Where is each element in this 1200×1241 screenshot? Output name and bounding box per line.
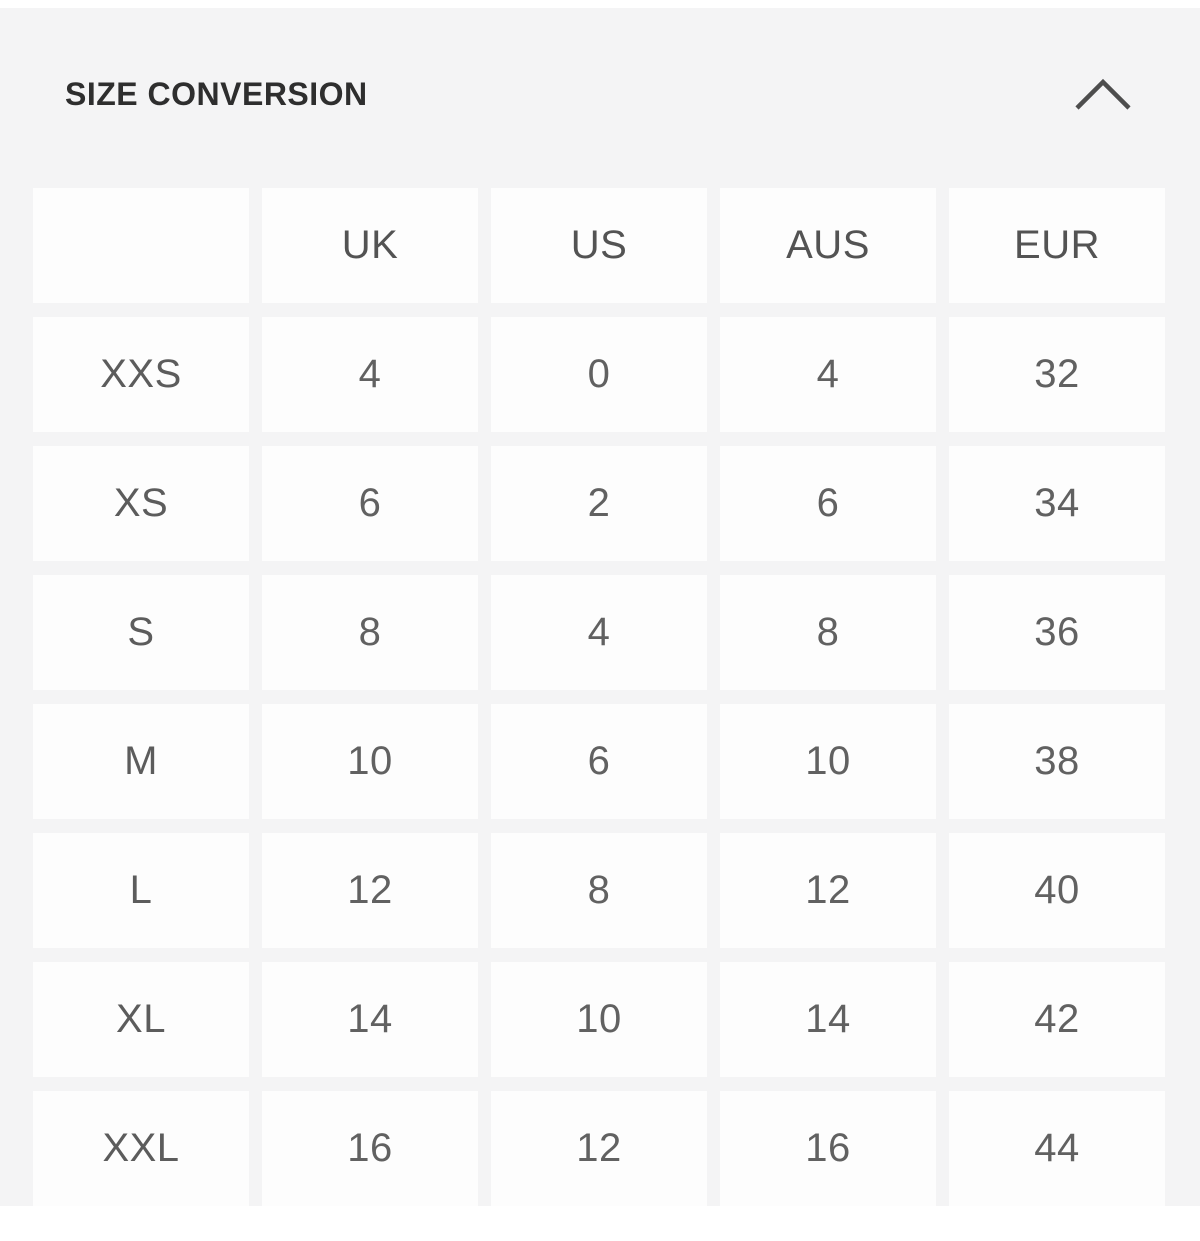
size-value-cell: 8 <box>720 575 936 690</box>
size-value-cell: 0 <box>491 317 707 432</box>
size-value-cell: 6 <box>262 446 478 561</box>
column-header-eur: EUR <box>949 188 1165 303</box>
size-value-cell: 2 <box>491 446 707 561</box>
row-label-xl: XL <box>33 962 249 1077</box>
column-header-us: US <box>491 188 707 303</box>
size-value-cell: 6 <box>491 704 707 819</box>
row-label-xxl: XXL <box>33 1091 249 1206</box>
size-value-cell: 4 <box>720 317 936 432</box>
chevron-up-icon <box>1074 77 1132 111</box>
row-label-s: S <box>33 575 249 690</box>
size-value-cell: 14 <box>720 962 936 1077</box>
size-value-cell: 8 <box>491 833 707 948</box>
size-value-cell: 12 <box>262 833 478 948</box>
size-value-cell: 10 <box>262 704 478 819</box>
size-value-cell: 36 <box>949 575 1165 690</box>
size-value-cell: 8 <box>262 575 478 690</box>
size-value-cell: 16 <box>720 1091 936 1206</box>
size-value-cell: 42 <box>949 962 1165 1077</box>
column-header-uk: UK <box>262 188 478 303</box>
size-value-cell: 32 <box>949 317 1165 432</box>
size-value-cell: 38 <box>949 704 1165 819</box>
size-value-cell: 4 <box>262 317 478 432</box>
row-label-l: L <box>33 833 249 948</box>
size-value-cell: 12 <box>491 1091 707 1206</box>
size-value-cell: 12 <box>720 833 936 948</box>
size-value-cell: 44 <box>949 1091 1165 1206</box>
size-conversion-table: UK US AUS EUR XXS 4 0 4 32 XS 6 2 6 34 S… <box>33 188 1165 1206</box>
row-label-xs: XS <box>33 446 249 561</box>
size-value-cell: 10 <box>720 704 936 819</box>
size-value-cell: 4 <box>491 575 707 690</box>
size-value-cell: 10 <box>491 962 707 1077</box>
accordion-header[interactable]: SIZE CONVERSION <box>0 58 1200 138</box>
accordion-collapse-button[interactable] <box>1060 62 1146 126</box>
section-title: SIZE CONVERSION <box>65 76 368 112</box>
row-label-m: M <box>33 704 249 819</box>
size-value-cell: 40 <box>949 833 1165 948</box>
size-conversion-panel: SIZE CONVERSION UK US AUS EUR XXS 4 0 4 … <box>0 8 1200 1206</box>
size-value-cell: 6 <box>720 446 936 561</box>
row-label-xxs: XXS <box>33 317 249 432</box>
column-header-aus: AUS <box>720 188 936 303</box>
size-value-cell: 34 <box>949 446 1165 561</box>
size-value-cell: 14 <box>262 962 478 1077</box>
column-header-empty <box>33 188 249 303</box>
size-value-cell: 16 <box>262 1091 478 1206</box>
